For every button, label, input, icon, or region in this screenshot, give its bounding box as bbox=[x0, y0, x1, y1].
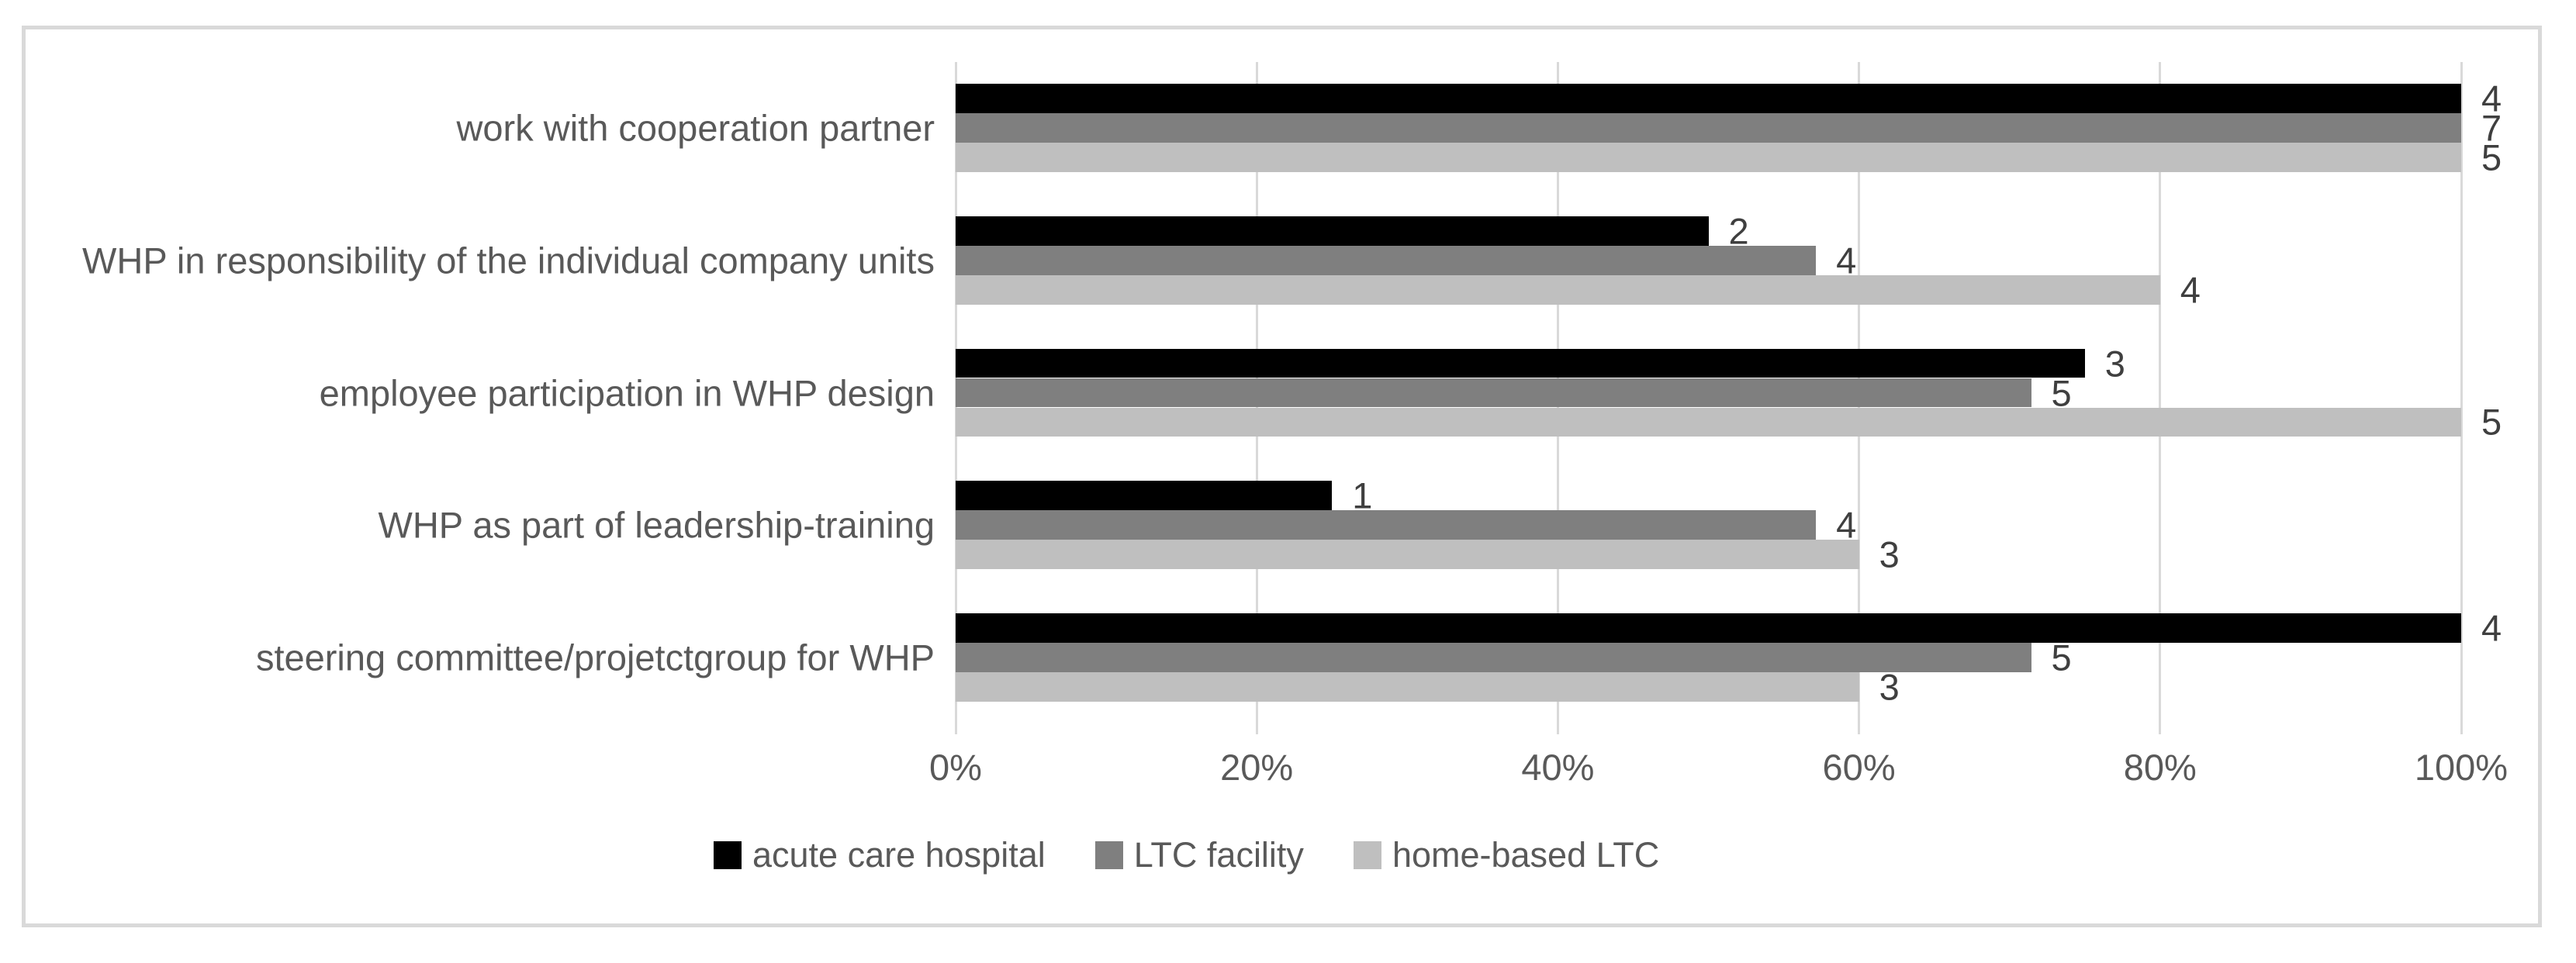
bar-acute-care-hospital-steering-committee-projetctgroup-for-whp bbox=[956, 613, 2461, 643]
data-label-home-based-ltc-whp-in-responsibility-of-the-individual-company-units: 4 bbox=[2180, 269, 2201, 311]
data-label-acute-care-hospital-employee-participation-in-whp-design: 3 bbox=[2104, 343, 2125, 385]
chart-frame bbox=[22, 26, 2542, 927]
legend-item-acute-care-hospital: acute care hospital bbox=[714, 837, 1046, 872]
bar-ltc-facility-employee-participation-in-whp-design bbox=[956, 378, 2031, 408]
bar-ltc-facility-whp-as-part-of-leadership-training bbox=[956, 510, 1817, 540]
data-label-acute-care-hospital-whp-as-part-of-leadership-training: 1 bbox=[1352, 475, 1373, 516]
category-label-whp-in-responsibility-of-the-individual-company-units: WHP in responsibility of the individual … bbox=[82, 240, 935, 281]
bar-home-based-ltc-employee-participation-in-whp-design bbox=[956, 407, 2461, 437]
data-label-ltc-facility-steering-committee-projetctgroup-for-whp: 5 bbox=[2051, 637, 2072, 678]
bar-ltc-facility-work-with-cooperation-partner bbox=[956, 113, 2461, 143]
legend-swatch-acute-care-hospital bbox=[714, 840, 742, 869]
legend-swatch-home-based-ltc bbox=[1353, 840, 1381, 869]
bar-ltc-facility-whp-in-responsibility-of-the-individual-company-units bbox=[956, 245, 1817, 275]
legend-label-home-based-ltc: home-based LTC bbox=[1392, 835, 1660, 875]
bar-home-based-ltc-whp-as-part-of-leadership-training bbox=[956, 540, 1859, 569]
tick-label-20%: 20% bbox=[1220, 747, 1294, 788]
tick-label-0%: 0% bbox=[929, 747, 982, 788]
bar-ltc-facility-steering-committee-projetctgroup-for-whp bbox=[956, 642, 2031, 672]
category-label-steering-committee-projetctgroup-for-whp: steering committee/projetctgroup for WHP bbox=[255, 637, 935, 678]
legend-swatch-ltc-facility bbox=[1094, 840, 1123, 869]
bar-acute-care-hospital-work-with-cooperation-partner bbox=[956, 84, 2461, 114]
category-label-work-with-cooperation-partner: work with cooperation partner bbox=[456, 107, 935, 149]
data-label-acute-care-hospital-whp-in-responsibility-of-the-individual-company-units: 2 bbox=[1728, 210, 1749, 252]
tick-label-80%: 80% bbox=[2123, 747, 2197, 788]
category-label-whp-as-part-of-leadership-training: WHP as part of leadership-training bbox=[378, 504, 935, 546]
gridline-100% bbox=[2460, 62, 2463, 734]
data-label-ltc-facility-whp-as-part-of-leadership-training: 4 bbox=[1836, 504, 1857, 546]
data-label-ltc-facility-employee-participation-in-whp-design: 5 bbox=[2051, 372, 2072, 413]
data-label-home-based-ltc-work-with-cooperation-partner: 5 bbox=[2481, 136, 2502, 178]
category-label-employee-participation-in-whp-design: employee participation in WHP design bbox=[319, 371, 935, 413]
gridline-80% bbox=[2159, 62, 2162, 734]
data-label-acute-care-hospital-steering-committee-projetctgroup-for-whp: 4 bbox=[2481, 607, 2502, 649]
data-label-home-based-ltc-whp-as-part-of-leadership-training: 3 bbox=[1879, 533, 1900, 575]
data-label-acute-care-hospital-work-with-cooperation-partner: 4 bbox=[2481, 78, 2502, 119]
tick-label-100%: 100% bbox=[2414, 747, 2509, 788]
legend-label-ltc-facility: LTC facility bbox=[1133, 835, 1304, 875]
data-label-home-based-ltc-employee-participation-in-whp-design: 5 bbox=[2481, 401, 2502, 443]
legend-label-acute-care-hospital: acute care hospital bbox=[752, 835, 1046, 875]
tick-label-40%: 40% bbox=[1521, 747, 1595, 788]
legend-item-ltc-facility: LTC facility bbox=[1094, 835, 1304, 875]
bar-acute-care-hospital-whp-as-part-of-leadership-training bbox=[956, 481, 1333, 511]
data-label-ltc-facility-whp-in-responsibility-of-the-individual-company-units: 4 bbox=[1836, 240, 1857, 281]
tick-label-60%: 60% bbox=[1822, 747, 1896, 788]
data-label-ltc-facility-work-with-cooperation-partner: 7 bbox=[2481, 107, 2502, 149]
legend: acute care hospital LTC facility home-base… bbox=[714, 837, 1659, 872]
bar-home-based-ltc-steering-committee-projetctgroup-for-whp bbox=[956, 671, 1859, 702]
bar-home-based-ltc-whp-in-responsibility-of-the-individual-company-units bbox=[956, 274, 2160, 305]
bar-home-based-ltc-work-with-cooperation-partner bbox=[956, 143, 2461, 173]
bar-acute-care-hospital-whp-in-responsibility-of-the-individual-company-units bbox=[956, 216, 1709, 246]
legend-item-home-based-ltc: home-based LTC bbox=[1353, 835, 1660, 875]
bar-acute-care-hospital-employee-participation-in-whp-design bbox=[956, 348, 2085, 378]
data-label-home-based-ltc-steering-committee-projetctgroup-for-whp: 3 bbox=[1879, 666, 1900, 708]
